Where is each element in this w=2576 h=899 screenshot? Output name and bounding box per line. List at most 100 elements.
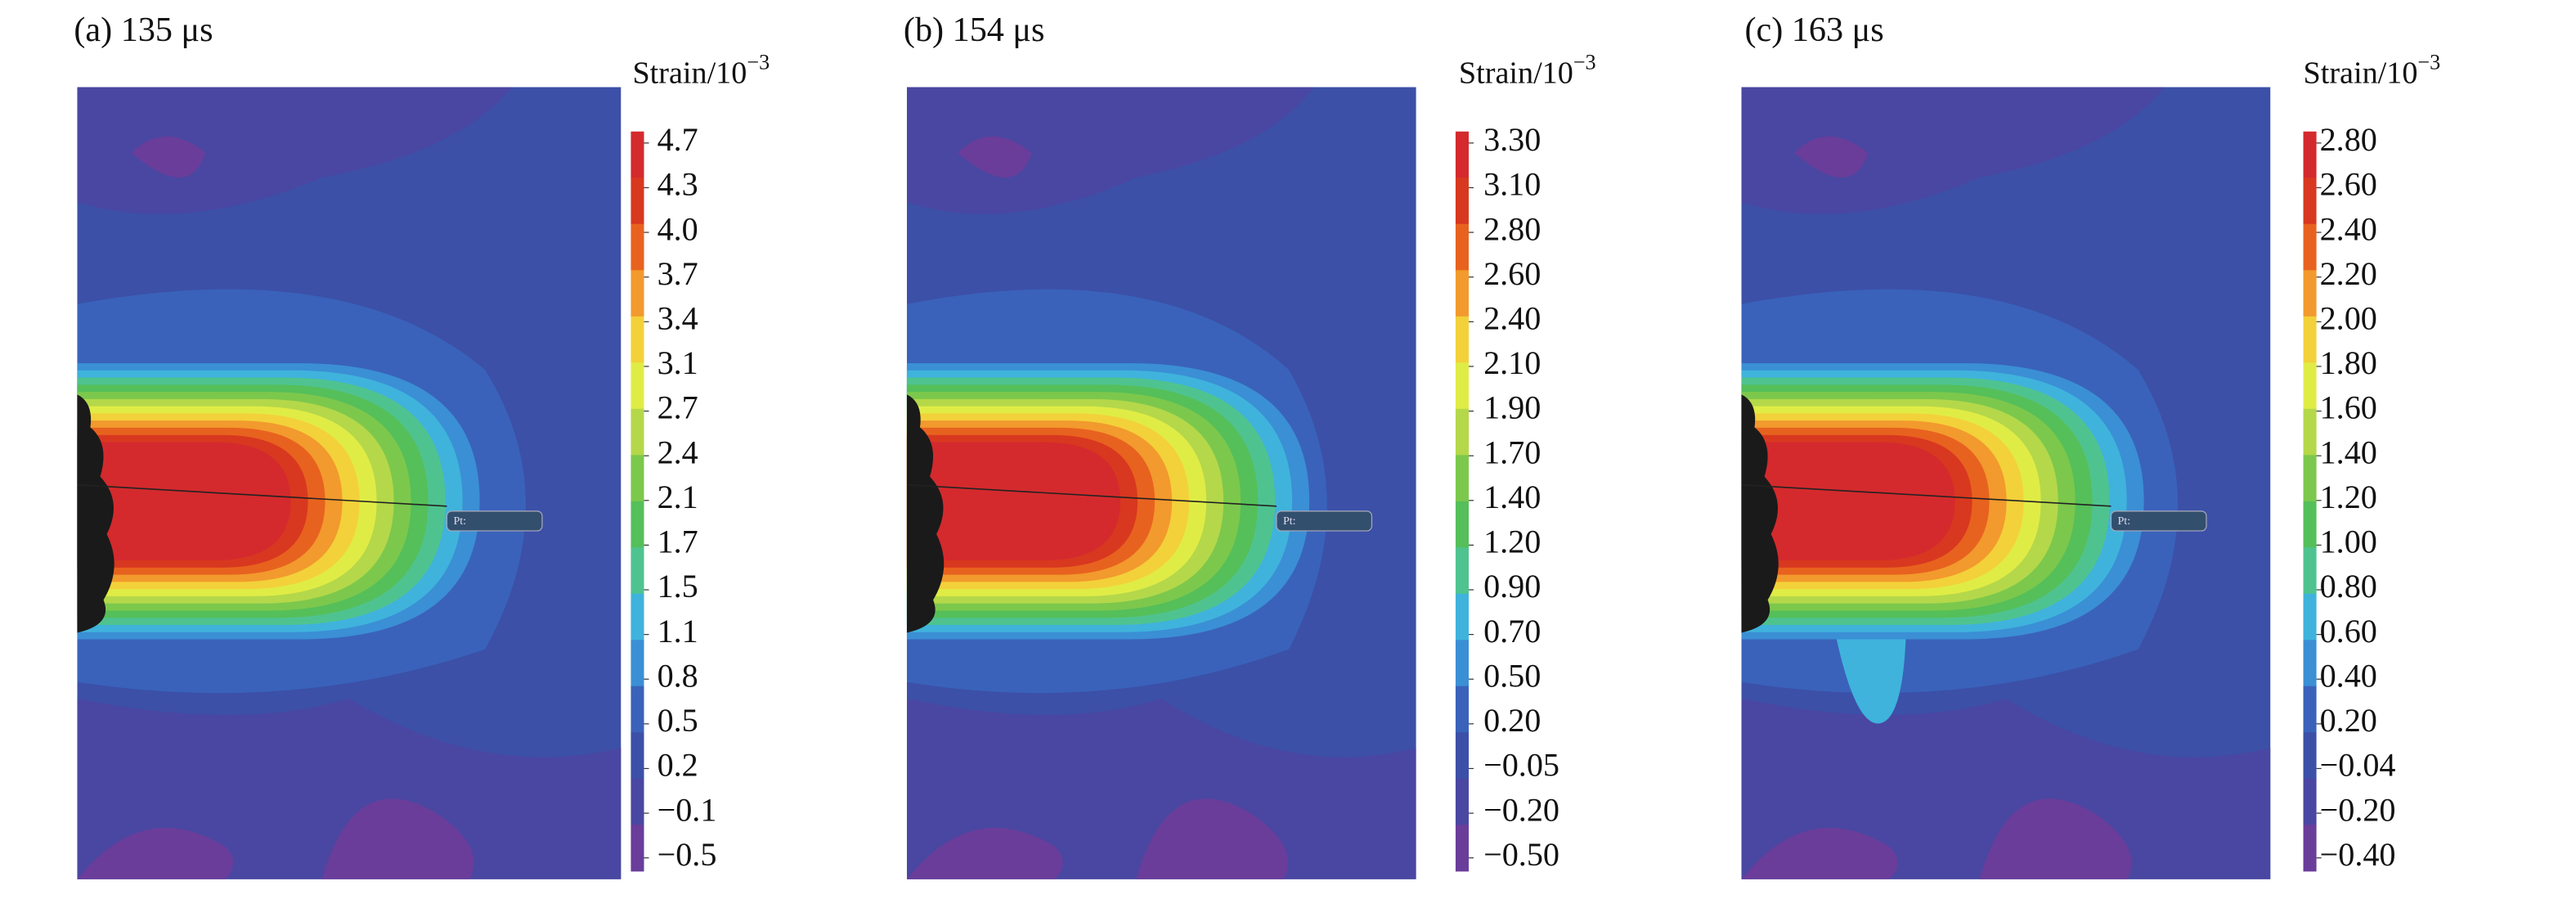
colorbar-tick-label: 3.1 [657,344,698,381]
colorbar-segment [1455,732,1469,780]
contour-band [906,442,1121,561]
colorbar-tick-label: 2.80 [1483,210,1541,247]
colorbar-tick-label: 1.20 [2320,479,2377,515]
colorbar-tick-label: 2.80 [2320,121,2377,158]
colorbar-segment [2303,501,2317,548]
panel-title: (b) 154 μs [904,11,1045,49]
probe-box [2110,510,2207,532]
contour-field: Pt: [906,87,1416,879]
colorbar-tick-label: −0.5 [657,836,717,873]
colorbar-segment [631,778,644,825]
colorbar-tick-label: 2.20 [2320,255,2377,292]
low-region [77,87,513,214]
probe-box [446,510,543,532]
colorbar-segment [2303,178,2317,225]
low-region [1741,698,2271,879]
colorbar-tick-label: 1.20 [1483,524,1541,560]
low-region [321,798,474,879]
colorbar-label: Strain/10−3 [2304,50,2441,90]
colorbar-segment [2303,131,2317,178]
colorbar-tick-label: 4.0 [657,210,698,247]
colorbar-tick-label: −0.40 [2320,836,2396,873]
colorbar-segment [1455,131,1469,178]
colorbar-tick-label: −0.04 [2320,747,2396,784]
colorbar-segment [631,270,644,317]
colorbar-tick-label: 3.10 [1483,166,1541,203]
colorbar-tick-label: 2.00 [2320,300,2377,337]
colorbar-segment [631,732,644,780]
colorbar-segment [2303,547,2317,595]
colorbar-segment [631,640,644,687]
crater [906,394,945,633]
colorbar-tick-label: 0.2 [657,747,698,784]
crater [1741,394,1779,633]
low-region [1136,798,1288,879]
colorbar-segment [1455,640,1469,687]
colorbar-tick-label: 3.30 [1483,121,1541,158]
colorbar-segment [1455,316,1469,363]
colorbar-segment [631,501,644,548]
colorbar-tick-label: 2.1 [657,479,698,515]
colorbar-segment [2303,593,2317,641]
colorbar-tick-label: −0.20 [1483,791,1560,828]
colorbar-segment [2303,362,2317,410]
colorbar-segment [631,362,644,410]
low-region [906,828,1063,879]
colorbar-segment [2303,640,2317,687]
colorbar-segment [1455,778,1469,825]
colorbar-tick-label: 1.70 [1483,434,1541,470]
colorbar-segment [631,223,644,271]
colorbar-tick-label: 0.60 [2320,613,2377,650]
colorbar-segment [631,547,644,595]
colorbar-segment [1455,593,1469,641]
colorbar-segment [2303,685,2317,733]
colorbar-segment [631,316,644,363]
contour-band [1741,442,1955,561]
colorbar-label-base: Strain/10 [1459,56,1573,90]
colorbar-tick-label: 1.1 [657,613,698,650]
colorbar-tick-label: 1.5 [657,568,698,605]
colorbar-label-exponent: −3 [1573,50,1596,74]
colorbar-tick-label: −0.20 [2320,791,2396,828]
colorbar-label-base: Strain/10 [632,56,747,90]
colorbar-segment [1455,455,1469,502]
colorbar-tick-label: 0.20 [2320,702,2377,739]
colorbar-tick-label: 4.3 [657,166,698,203]
colorbar-segment [1455,223,1469,271]
colorbar-segment [631,455,644,502]
low-region [77,698,622,879]
colorbar-segment [2303,316,2317,363]
colorbar-tick-label: 3.4 [657,300,698,337]
colorbar-tick-label: 0.20 [1483,702,1541,739]
colorbar-label-exponent: −3 [2417,50,2440,74]
colorbar-tick-label: 1.40 [2320,434,2377,470]
probe-label: Pt: [453,515,466,528]
colorbar-tick-label: 1.00 [2320,524,2377,560]
colorbar-tick-label: 0.70 [1483,613,1541,650]
crater [77,394,114,633]
colorbar-tick-label: 0.40 [2320,657,2377,694]
colorbar-segment [631,178,644,225]
colorbar-segment [631,408,644,456]
colorbar-tick-label: 4.7 [657,121,698,158]
colorbar-segment [1455,270,1469,317]
colorbar-segment [2303,825,2317,872]
contour-field: Pt: [1741,87,2271,879]
low-region [1979,798,2132,879]
colorbar-segment [2303,408,2317,456]
colorbar-segment [2303,778,2317,825]
colorbar-segment [1455,547,1469,595]
colorbar-label: Strain/10−3 [1459,50,1596,90]
colorbar-tick-label: 0.5 [657,702,698,739]
contour-band [77,442,291,561]
low-region [958,136,1032,178]
colorbar-tick-label: 0.90 [1483,568,1541,605]
probe-label: Pt: [1283,515,1296,528]
colorbar-segment [2303,270,2317,317]
low-region [1741,87,2165,214]
colorbar-segment [631,131,644,178]
colorbar-tick-label: 2.4 [657,434,698,470]
colorbar-tick-label: −0.50 [1483,836,1560,873]
